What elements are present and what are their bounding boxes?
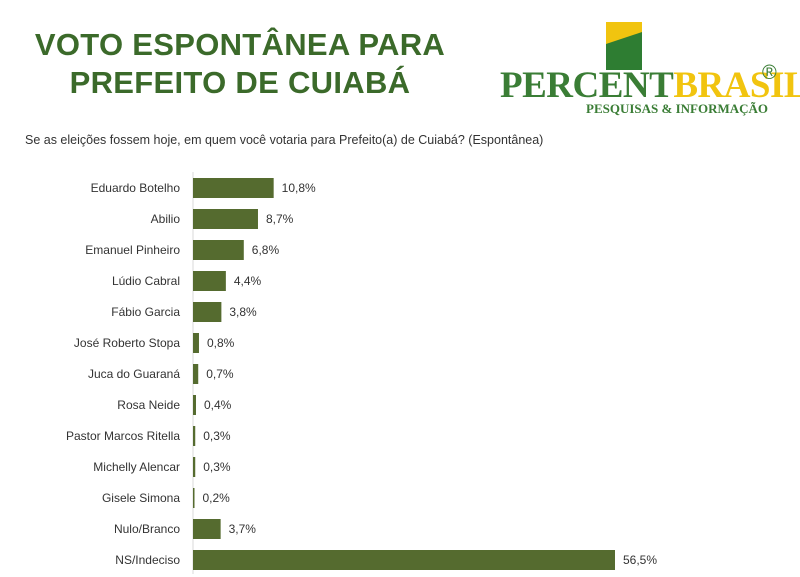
bar: [193, 333, 199, 353]
category-label: Gisele Simona: [102, 491, 180, 505]
category-label: Michelly Alencar: [93, 460, 180, 474]
category-label: Nulo/Branco: [114, 522, 180, 536]
value-label: 10,8%: [282, 181, 316, 195]
value-label: 4,4%: [234, 274, 262, 288]
category-label: Abilio: [151, 212, 181, 226]
category-label: Pastor Marcos Ritella: [66, 429, 180, 443]
bar: [193, 271, 226, 291]
survey-question: Se as eleições fossem hoje, em quem você…: [25, 133, 544, 147]
bar: [193, 519, 221, 539]
registered-mark: ®: [762, 62, 777, 84]
category-label: Rosa Neide: [117, 398, 180, 412]
value-label: 0,7%: [206, 367, 234, 381]
bar: [193, 302, 222, 322]
value-label: 0,4%: [204, 398, 232, 412]
bar: [193, 364, 199, 384]
title-line-1: VOTO ESPONTÂNEA PARA: [34, 27, 446, 62]
bar: [193, 457, 196, 477]
bar-chart: Eduardo Botelho 10,8% Abilio 8,7% Emanuel Pi…: [66, 172, 657, 574]
logo-name-part2: BRASIL: [673, 65, 800, 106]
value-label: 0,3%: [203, 460, 231, 474]
value-label: 0,3%: [203, 429, 231, 443]
category-label: Emanuel Pinheiro: [85, 243, 180, 257]
value-label: 6,8%: [252, 243, 280, 257]
bar: [193, 488, 195, 508]
bar: [193, 240, 244, 260]
logo-name-part1: PERCENT: [500, 65, 674, 106]
category-label: NS/Indeciso: [115, 553, 180, 567]
bar: [193, 178, 274, 198]
value-label: 8,7%: [266, 212, 294, 226]
bar: [193, 209, 258, 229]
logo-tagline: PESQUISAS & INFORMAÇÃO: [586, 101, 769, 116]
bar: [193, 426, 196, 446]
category-label: Juca do Guaraná: [88, 367, 180, 381]
value-label: 3,8%: [229, 305, 257, 319]
category-label: Eduardo Botelho: [91, 181, 181, 195]
bar: [193, 550, 615, 570]
bar: [193, 395, 196, 415]
value-label: 0,8%: [207, 336, 235, 350]
category-label: José Roberto Stopa: [74, 336, 180, 350]
value-label: 3,7%: [229, 522, 257, 536]
percentbrasil-logo: PERCENTBRASIL ® PESQUISAS & INFORMAÇÃO: [500, 18, 800, 118]
flag-icon: [606, 22, 642, 70]
category-label: Lúdio Cabral: [112, 274, 180, 288]
value-label: 0,2%: [203, 491, 231, 505]
logo-name: PERCENTBRASIL: [500, 66, 800, 106]
page-title: VOTO ESPONTÂNEA PARA PREFEITO DE CUIABÁ: [30, 26, 450, 102]
value-label: 56,5%: [623, 553, 657, 567]
title-line-2: PREFEITO DE CUIABÁ: [69, 65, 411, 100]
category-label: Fábio Garcia: [111, 305, 180, 319]
